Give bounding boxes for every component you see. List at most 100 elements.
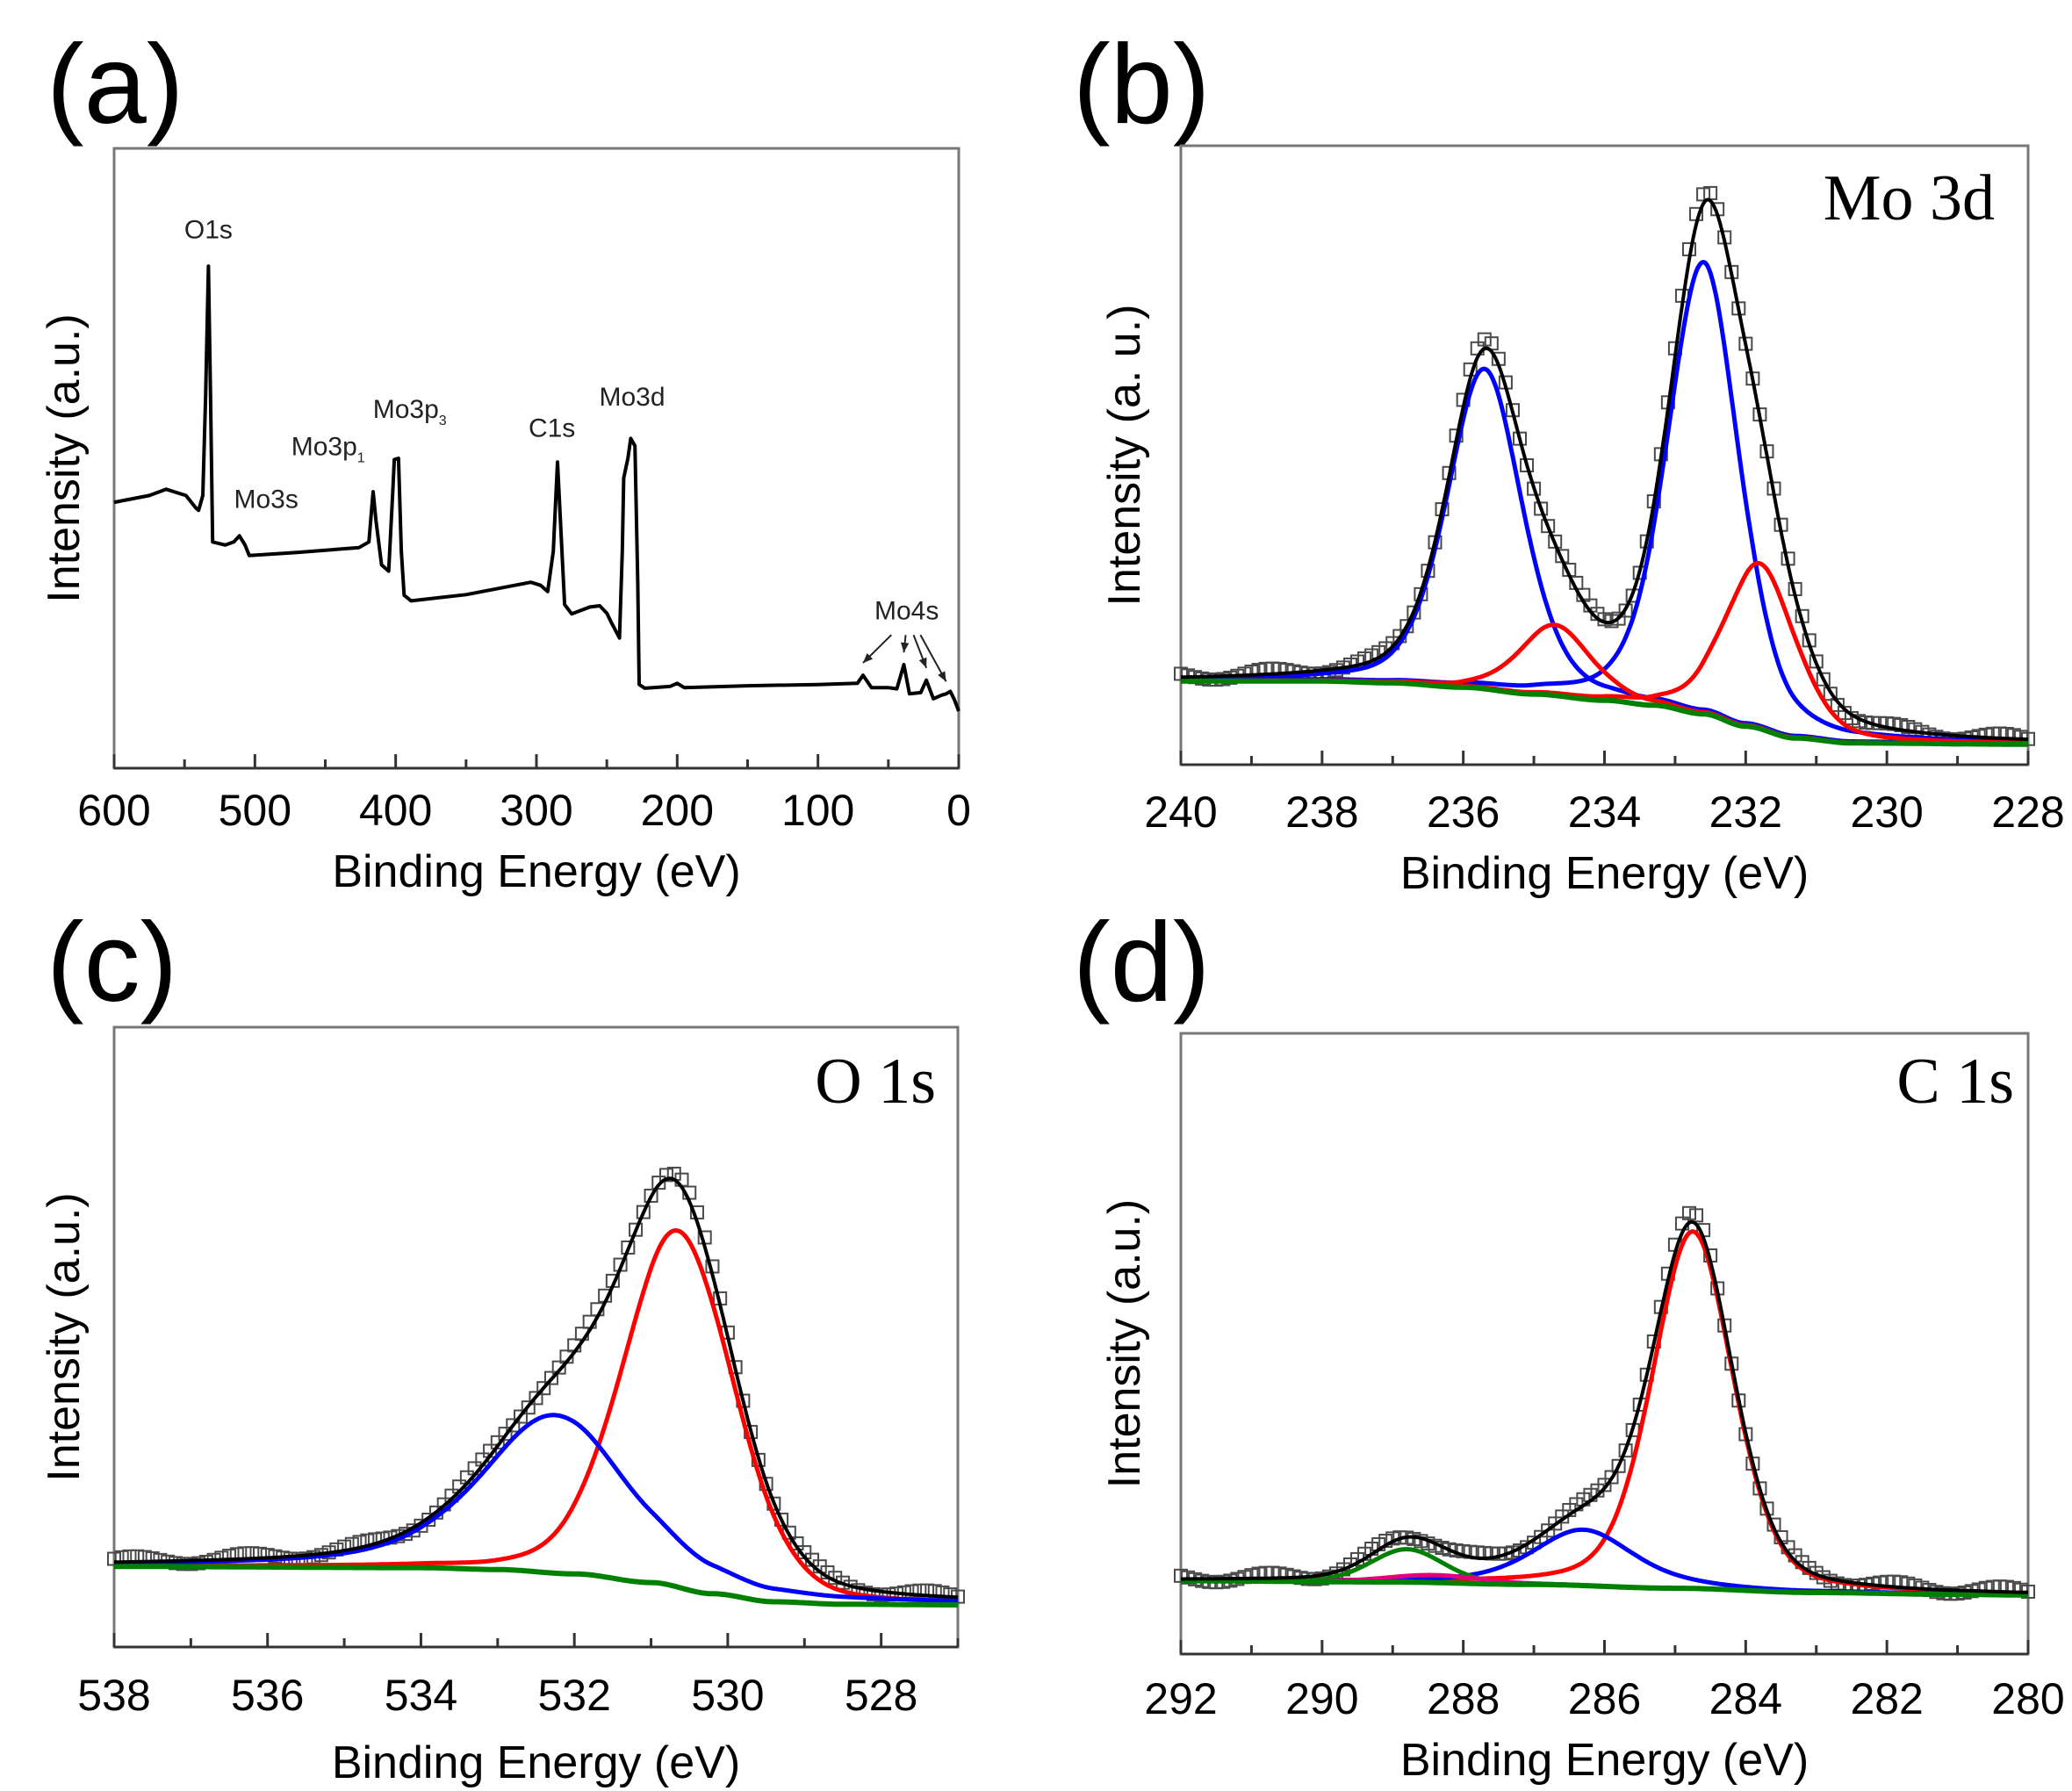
x-tick-label: 236 <box>1427 788 1500 837</box>
peak-annotation: Mo3p1 <box>291 432 365 465</box>
data-point-marker <box>1484 1546 1499 1561</box>
peak-annotation: Mo4s <box>874 597 939 626</box>
envelope-fit-line <box>113 1176 959 1600</box>
fit-component-line <box>1180 1229 2029 1595</box>
data-point-marker <box>644 1188 658 1203</box>
data-point-marker <box>1880 716 1895 730</box>
data-point-marker <box>1541 519 1556 534</box>
plot-frame <box>1179 1032 2030 1656</box>
x-axis-title: Binding Energy (eV) <box>332 1737 740 1788</box>
data-point-marker <box>551 1360 566 1375</box>
x-tick-label: 534 <box>385 1671 457 1720</box>
peak-annotation: Mo3p3 <box>373 395 447 428</box>
panel-title: Mo 3d <box>1824 162 1995 234</box>
x-tick-label: 536 <box>231 1671 304 1720</box>
y-axis-title: Intensity (a.u.) <box>1099 1199 1150 1488</box>
data-point-marker <box>659 1168 674 1183</box>
panel-label: (b) <box>1073 22 1210 147</box>
data-point-marker <box>1830 697 1845 712</box>
fit-component-line <box>1180 560 2029 745</box>
survey-spectrum-line <box>113 264 960 712</box>
x-tick-label: 240 <box>1144 788 1217 837</box>
data-point-marker <box>1901 720 1916 735</box>
data-point-marker <box>1682 1205 1696 1220</box>
arrow-head-icon <box>862 653 874 664</box>
y-axis-title: Intensity (a. u.) <box>1099 305 1150 607</box>
data-point-marker <box>529 1391 543 1406</box>
data-point-marker <box>1618 603 1633 618</box>
data-point-marker <box>514 1409 529 1424</box>
x-axis-title: Binding Energy (eV) <box>332 846 740 897</box>
envelope-fit-line <box>1180 1219 2029 1594</box>
x-tick-label: 528 <box>845 1671 917 1720</box>
y-axis-title: Intensity (a.u.) <box>39 313 90 602</box>
panel-a: (a) 600 500 400 300 200 100 0 Binding Energy (eV… <box>39 22 971 897</box>
x-tick-label: 288 <box>1427 1674 1500 1723</box>
panel-label: (a) <box>47 22 183 147</box>
data-point-marker <box>1689 1208 1704 1223</box>
arrow-head-icon <box>918 657 927 668</box>
data-point-marker <box>1696 187 1711 202</box>
x-tick-label: 282 <box>1850 1674 1923 1723</box>
x-tick-label: 200 <box>641 786 714 835</box>
data-point-marker <box>1534 501 1549 516</box>
background-line <box>1179 1578 2030 1598</box>
data-point-marker <box>543 1370 558 1385</box>
arrow-head-icon <box>938 671 946 682</box>
background-line <box>1179 678 2030 747</box>
panel-c: (c) 538 536 534 532 530 528 Binding Energy (eV)… <box>39 900 965 1788</box>
data-point-marker <box>1823 687 1838 701</box>
data-point-marker <box>536 1381 551 1396</box>
x-tick-label: 300 <box>500 786 572 835</box>
arrow-head-icon <box>900 642 910 653</box>
x-tick-label: 286 <box>1568 1674 1641 1723</box>
x-tick-label: 290 <box>1285 1674 1358 1723</box>
panel-title: O 1s <box>815 1046 936 1118</box>
x-tick-label: 234 <box>1568 788 1641 837</box>
data-point-marker <box>506 1418 521 1433</box>
data-point-marker <box>636 1205 651 1219</box>
data-point-marker <box>1611 1458 1626 1473</box>
fit-component-line <box>1180 366 2029 746</box>
peak-annotation: O1s <box>184 215 233 244</box>
x-tick-label: 238 <box>1285 788 1358 837</box>
x-tick-label: 284 <box>1709 1674 1782 1723</box>
x-tick-label: 232 <box>1709 788 1782 837</box>
x-axis-title: Binding Energy (eV) <box>1400 848 1809 899</box>
panel-title: C 1s <box>1896 1046 2014 1118</box>
background-line <box>112 1564 960 1608</box>
panel-label: (d) <box>1073 900 1210 1025</box>
data-point-marker <box>1604 1470 1619 1485</box>
data-point-marker <box>1611 611 1626 626</box>
data-point-marker <box>629 1222 644 1237</box>
data-point-marker <box>651 1176 666 1190</box>
y-axis-title: Intensity (a.u.) <box>39 1192 90 1481</box>
peak-annotation: C1s <box>529 414 575 442</box>
data-point-marker <box>521 1400 536 1415</box>
x-tick-label: 538 <box>77 1671 150 1720</box>
data-point-marker <box>1456 1543 1471 1558</box>
fit-component-line <box>113 1228 959 1604</box>
plot-frame <box>112 1025 960 1649</box>
x-tick-label: 0 <box>946 786 971 835</box>
panel-label: (c) <box>47 900 177 1025</box>
data-point-marker <box>1442 1542 1457 1557</box>
x-tick-label: 500 <box>219 786 291 835</box>
data-point-marker <box>1816 672 1831 687</box>
x-tick-label: 532 <box>537 1671 610 1720</box>
panel-b: (b) 240 238 236 234 232 230 228 Binding Energy (… <box>1073 22 2065 899</box>
data-point-marker <box>498 1427 513 1442</box>
plot-frame <box>112 147 960 770</box>
panel-d: (d) 292 290 288 286 284 282 280 Binding Energy (… <box>1073 900 2065 1786</box>
x-tick-label: 292 <box>1144 1674 1217 1723</box>
x-tick-label: 400 <box>359 786 432 835</box>
peak-annotation: Mo3d <box>600 383 665 412</box>
x-axis-title: Binding Energy (eV) <box>1400 1735 1809 1786</box>
envelope-fit-line <box>1180 198 2029 742</box>
x-tick-label: 228 <box>1991 788 2064 837</box>
x-tick-label: 280 <box>1991 1674 2064 1723</box>
x-tick-label: 600 <box>77 786 150 835</box>
x-tick-label: 530 <box>691 1671 764 1720</box>
x-tick-label: 230 <box>1850 788 1923 837</box>
